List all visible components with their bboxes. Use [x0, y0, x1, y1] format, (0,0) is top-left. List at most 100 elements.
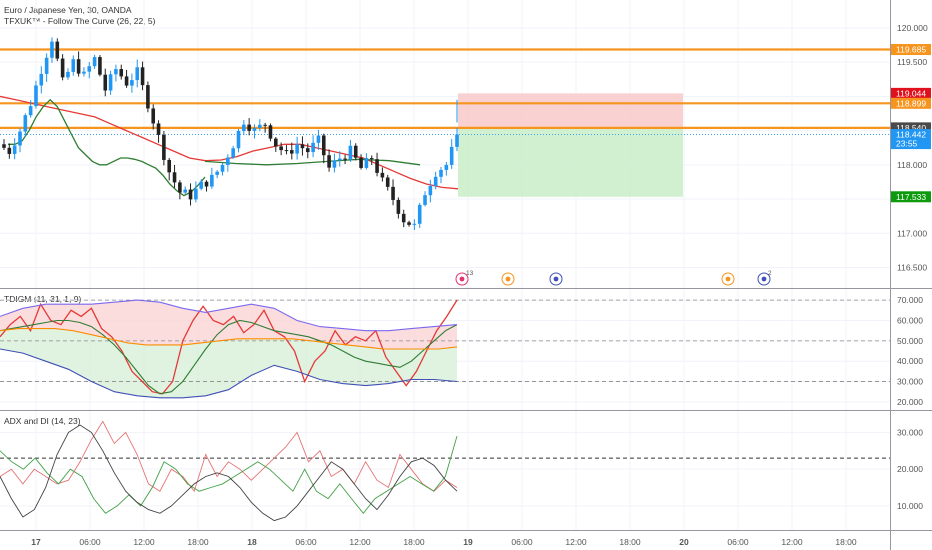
- candle[interactable]: [66, 68, 70, 80]
- candle[interactable]: [199, 179, 203, 191]
- candle[interactable]: [423, 191, 427, 207]
- candle[interactable]: [305, 143, 310, 159]
- candle[interactable]: [332, 153, 337, 173]
- candle[interactable]: [92, 54, 97, 70]
- candle[interactable]: [119, 64, 124, 80]
- candle[interactable]: [247, 118, 251, 136]
- candle[interactable]: [135, 59, 140, 88]
- candle-body: [183, 189, 187, 193]
- candle[interactable]: [87, 62, 92, 79]
- candle[interactable]: [76, 51, 81, 77]
- candle[interactable]: [34, 80, 38, 109]
- candle[interactable]: [151, 104, 156, 130]
- price-tag[interactable]: [891, 87, 931, 99]
- take-profit-zone[interactable]: [458, 127, 683, 197]
- candle[interactable]: [60, 54, 65, 81]
- candle[interactable]: [55, 38, 60, 62]
- candle[interactable]: [210, 167, 214, 189]
- candle[interactable]: [23, 113, 28, 137]
- candle[interactable]: [444, 161, 449, 176]
- price-tag[interactable]: [891, 97, 931, 109]
- candle[interactable]: [311, 135, 315, 158]
- candle[interactable]: [130, 73, 134, 93]
- candle[interactable]: [220, 163, 225, 176]
- candle[interactable]: [167, 157, 172, 181]
- candle[interactable]: [39, 66, 44, 94]
- candle[interactable]: [353, 143, 358, 161]
- candle[interactable]: [375, 152, 379, 177]
- candle[interactable]: [71, 55, 76, 76]
- candle[interactable]: [396, 197, 401, 219]
- candle[interactable]: [343, 154, 347, 165]
- candle[interactable]: [439, 166, 443, 184]
- price-tag[interactable]: [891, 44, 931, 56]
- candle[interactable]: [178, 180, 182, 200]
- candle[interactable]: [449, 139, 454, 169]
- candle[interactable]: [124, 69, 129, 88]
- candle[interactable]: [364, 153, 369, 170]
- candle[interactable]: [82, 67, 86, 77]
- candle[interactable]: [44, 53, 49, 82]
- candle[interactable]: [204, 180, 209, 192]
- candle[interactable]: [98, 55, 102, 77]
- candle[interactable]: [337, 151, 342, 167]
- candle[interactable]: [289, 142, 294, 160]
- candle[interactable]: [455, 127, 459, 152]
- candle[interactable]: [146, 81, 150, 113]
- candle[interactable]: [348, 139, 353, 162]
- candle[interactable]: [279, 142, 283, 156]
- candle[interactable]: [417, 202, 422, 228]
- candle[interactable]: [359, 154, 363, 170]
- candle[interactable]: [194, 181, 198, 203]
- candle[interactable]: [401, 209, 406, 228]
- candle[interactable]: [172, 164, 177, 188]
- candle[interactable]: [252, 124, 257, 139]
- candle[interactable]: [236, 128, 241, 153]
- candle[interactable]: [108, 70, 113, 95]
- candle[interactable]: [103, 68, 108, 97]
- candle[interactable]: [433, 171, 438, 190]
- candle[interactable]: [428, 179, 433, 203]
- candle[interactable]: [274, 137, 278, 152]
- candle[interactable]: [114, 64, 118, 82]
- candle[interactable]: [156, 120, 161, 143]
- candle[interactable]: [407, 220, 411, 227]
- candle[interactable]: [7, 143, 12, 159]
- candle-body: [98, 57, 102, 75]
- candle[interactable]: [215, 170, 219, 179]
- candle[interactable]: [263, 122, 267, 133]
- candle[interactable]: [284, 145, 289, 155]
- candle[interactable]: [300, 136, 305, 156]
- candle[interactable]: [316, 129, 321, 150]
- price-tag[interactable]: [891, 138, 931, 150]
- price-tag[interactable]: [891, 191, 931, 203]
- candle[interactable]: [268, 123, 273, 142]
- price-tag[interactable]: [891, 129, 931, 141]
- candle[interactable]: [162, 131, 166, 166]
- candle-body: [391, 186, 395, 200]
- candle[interactable]: [295, 136, 299, 160]
- candle[interactable]: [50, 37, 54, 63]
- candle[interactable]: [2, 139, 6, 150]
- candle[interactable]: [321, 133, 326, 164]
- candle[interactable]: [12, 138, 17, 160]
- candle[interactable]: [18, 128, 22, 153]
- candle[interactable]: [231, 145, 235, 159]
- candle[interactable]: [380, 167, 385, 182]
- candles[interactable]: [2, 37, 459, 230]
- candle[interactable]: [242, 119, 246, 136]
- candle[interactable]: [258, 119, 262, 132]
- stop-loss-zone[interactable]: [458, 93, 683, 128]
- candle[interactable]: [188, 183, 193, 206]
- candle[interactable]: [327, 149, 331, 172]
- candle[interactable]: [369, 155, 374, 166]
- price-tag[interactable]: [891, 122, 931, 134]
- candle[interactable]: [391, 179, 395, 206]
- candle[interactable]: [28, 100, 33, 118]
- candle[interactable]: [412, 219, 417, 230]
- candle[interactable]: [226, 154, 230, 172]
- candle[interactable]: [183, 186, 187, 195]
- candle[interactable]: [140, 61, 145, 91]
- candle[interactable]: [385, 174, 390, 191]
